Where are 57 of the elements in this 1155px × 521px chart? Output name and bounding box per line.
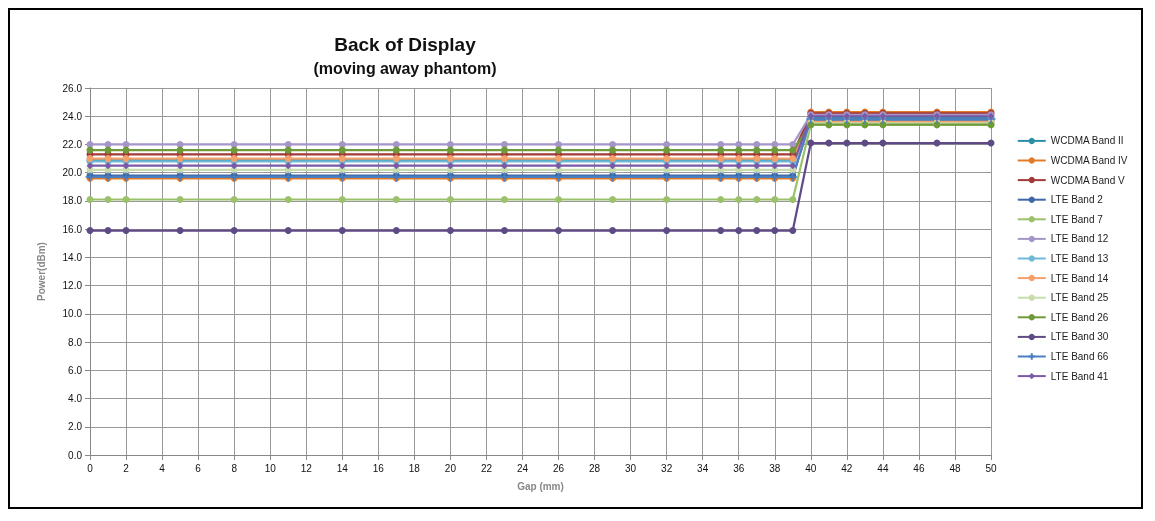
x-tick-label: 48 — [949, 462, 961, 474]
y-axis-title: Power(dBm) — [35, 242, 47, 301]
y-tick-label: 24.0 — [62, 110, 83, 122]
x-tick-label: 50 — [985, 462, 997, 474]
y-tick-label: 0.0 — [68, 449, 83, 461]
x-tick-label: 44 — [877, 462, 889, 474]
y-tick-label: 16.0 — [62, 223, 83, 235]
x-tick-label: 24 — [516, 462, 529, 474]
y-tick-label: 22.0 — [62, 138, 83, 150]
y-tick-label: 8.0 — [68, 336, 83, 348]
legend-label: WCDMA Band IV — [1050, 155, 1128, 166]
legend-label: LTE Band 30 — [1050, 331, 1109, 343]
legend-label: LTE Band 66 — [1050, 351, 1109, 362]
y-tick-label: 2.0 — [68, 421, 83, 433]
x-tick-label: 12 — [300, 462, 313, 474]
y-tick-label: 12.0 — [62, 280, 83, 292]
x-tick-label: 42 — [841, 462, 853, 474]
x-tick-label: 30 — [625, 462, 637, 474]
x-tick-label: 18 — [408, 462, 421, 474]
x-tick-label: 10 — [264, 462, 277, 474]
x-tick-label: 36 — [733, 462, 745, 474]
x-tick-label: 0 — [87, 462, 94, 474]
y-tick-label: 10.0 — [62, 308, 83, 320]
x-tick-label: 46 — [913, 462, 925, 474]
x-tick-label: 28 — [589, 462, 601, 474]
x-axis-title: Gap (mm) — [517, 480, 564, 492]
y-tick-label: 4.0 — [68, 393, 83, 405]
legend-label: LTE Band 2 — [1050, 194, 1104, 206]
x-tick-label: 22 — [480, 462, 493, 474]
x-tick-label: 34 — [697, 462, 709, 474]
chart-subtitle: (moving away phantom) — [313, 59, 497, 77]
x-tick-label: 38 — [769, 462, 781, 474]
x-tick-label: 20 — [444, 462, 457, 474]
legend-label: LTE Band 14 — [1050, 272, 1109, 284]
y-tick-label: 20.0 — [62, 167, 83, 179]
legend-label: LTE Band 25 — [1050, 292, 1109, 304]
x-tick-label: 2 — [123, 462, 130, 474]
legend-label: LTE Band 26 — [1050, 311, 1109, 323]
y-tick-label: 6.0 — [68, 364, 83, 376]
legend-label: WCDMA Band V — [1050, 174, 1125, 186]
x-tick-label: 4 — [159, 462, 166, 474]
x-tick-label: 26 — [552, 462, 565, 474]
y-tick-label: 26.0 — [62, 82, 83, 94]
legend-label: LTE Band 13 — [1050, 253, 1109, 264]
x-tick-label: 8 — [231, 462, 238, 474]
y-tick-label: 14.0 — [62, 251, 83, 263]
chart-title: Back of Display — [334, 34, 477, 55]
x-tick-label: 14 — [336, 462, 349, 474]
x-tick-label: 6 — [195, 462, 202, 474]
legend-label: LTE Band 41 — [1050, 370, 1109, 382]
legend-label: LTE Band 7 — [1050, 213, 1104, 225]
x-tick-label: 16 — [372, 462, 385, 474]
y-tick-label: 18.0 — [62, 195, 83, 207]
legend-label: WCDMA Band II — [1050, 135, 1124, 147]
legend-label: LTE Band 12 — [1050, 233, 1109, 245]
x-tick-label: 32 — [661, 462, 673, 474]
x-tick-label: 40 — [805, 462, 817, 474]
